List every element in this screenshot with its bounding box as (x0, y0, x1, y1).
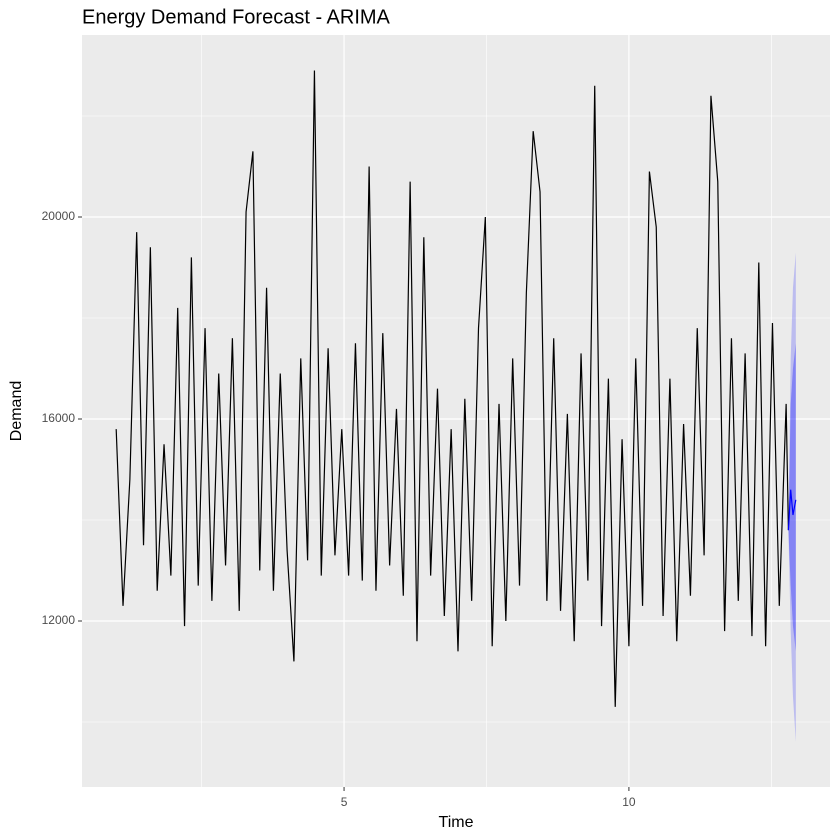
series-line (115, 70, 790, 707)
chart-title: Energy Demand Forecast - ARIMA (82, 6, 391, 28)
y-tick-label: 20000 (42, 209, 76, 223)
x-tick-label: 5 (341, 795, 348, 809)
x-axis-label: Time (439, 814, 474, 831)
y-axis-label: Demand (8, 381, 25, 441)
x-tick-label: 10 (622, 795, 636, 809)
prediction-interval (788, 343, 796, 652)
y-tick-label: 12000 (42, 613, 76, 627)
prediction-interval (788, 252, 796, 743)
series-line (787, 489, 797, 531)
y-tick-label: 16000 (42, 411, 76, 425)
